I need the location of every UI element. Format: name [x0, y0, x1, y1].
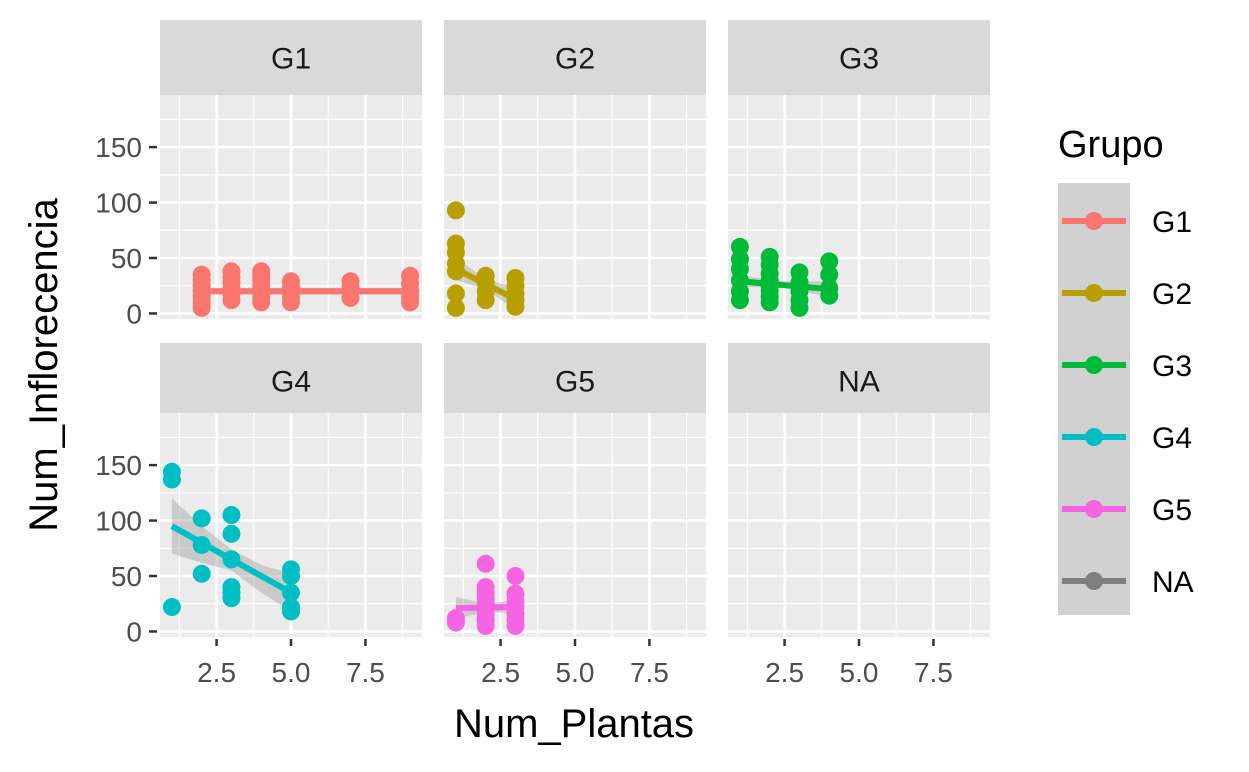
panel-na: NA	[728, 343, 990, 637]
x-tick-label: 5.0	[272, 657, 311, 688]
strip-label: G4	[271, 366, 311, 399]
strip-label: G3	[839, 43, 879, 76]
regression-line	[455, 604, 516, 612]
legend-label: G4	[1152, 422, 1192, 455]
legend-key-point	[1085, 500, 1103, 518]
legend-entry-na: NA	[1062, 566, 1194, 599]
legend-label: NA	[1152, 566, 1194, 599]
strip-background	[160, 343, 422, 418]
legend: Grupo G1 G2 G3 G4 G5 NA	[1058, 124, 1194, 615]
data-point	[282, 272, 300, 291]
data-point	[506, 268, 525, 287]
data-point	[476, 554, 495, 573]
legend-entries: G1 G2 G3 G4 G5 NA	[1062, 206, 1194, 599]
y-axis-title: Num_Inflorecencia	[22, 198, 66, 532]
panel-g4: G4	[160, 343, 422, 637]
data-point	[730, 237, 749, 256]
legend-key-point	[1085, 284, 1103, 302]
x-tick-label: 2.5	[197, 657, 236, 688]
panel-g2: G2	[444, 20, 706, 319]
legend-entry-g1: G1	[1062, 206, 1192, 239]
strip-background	[444, 20, 706, 95]
data-point	[192, 564, 211, 583]
data-point	[446, 284, 465, 303]
x-axis-title: Num_Plantas	[454, 702, 694, 746]
regression-line	[170, 523, 293, 596]
legend-label: G3	[1152, 350, 1192, 383]
strip-background	[728, 20, 990, 95]
legend-key-background	[1058, 183, 1130, 615]
data-point	[446, 201, 465, 220]
x-tick-label: 2.5	[765, 657, 804, 688]
legend-key-point	[1085, 428, 1103, 446]
data-point	[341, 272, 360, 291]
y-tick-label: 50	[111, 561, 142, 592]
data-point	[222, 578, 241, 597]
legend-label: G1	[1152, 206, 1192, 239]
strip-background	[728, 343, 990, 418]
x-tick-label: 2.5	[481, 657, 520, 688]
y-tick-label: 100	[95, 188, 142, 219]
legend-label: G5	[1152, 494, 1192, 527]
legend-key-point	[1085, 212, 1103, 230]
x-tick-label: 7.5	[630, 657, 669, 688]
data-point	[222, 524, 241, 543]
y-tick-label: 0	[126, 616, 142, 647]
data-point	[506, 584, 525, 603]
legend-entry-g3: G3	[1062, 350, 1192, 383]
y-tick-label: 50	[111, 243, 142, 274]
data-point	[820, 252, 839, 271]
y-tick-label: 150	[95, 132, 142, 163]
data-point	[790, 263, 809, 282]
x-tick-label: 7.5	[914, 657, 953, 688]
regression-line	[739, 278, 830, 293]
x-tick-label: 7.5	[346, 657, 385, 688]
data-point	[476, 578, 495, 597]
data-point	[192, 509, 211, 528]
panel-g1: G1	[160, 20, 422, 319]
data-point	[506, 567, 525, 586]
legend-key-point	[1085, 356, 1103, 374]
legend-entry-g2: G2	[1062, 278, 1192, 311]
data-point	[222, 506, 241, 525]
data-point	[162, 598, 181, 617]
data-point	[401, 266, 420, 285]
y-tick-label: 100	[95, 506, 142, 537]
panels-layer: G1 G2 G3 G4 G5 NA	[160, 20, 990, 637]
data-point	[446, 234, 465, 253]
x-tick-label: 5.0	[840, 657, 879, 688]
strip-background	[444, 343, 706, 418]
strip-label: G5	[555, 366, 595, 399]
data-point	[222, 262, 241, 281]
legend-key-point	[1085, 572, 1103, 590]
data-point	[192, 265, 211, 284]
data-point	[820, 265, 839, 284]
panel-g3: G3	[728, 20, 990, 319]
data-point	[446, 609, 465, 628]
x-tick-label: 5.0	[556, 657, 595, 688]
legend-title: Grupo	[1058, 124, 1164, 166]
data-point	[760, 247, 779, 266]
data-point	[252, 262, 271, 281]
strip-label: G1	[271, 43, 311, 76]
strip-label: NA	[838, 366, 880, 399]
data-point	[282, 560, 300, 579]
panel-g5: G5	[444, 343, 706, 637]
legend-label: G2	[1152, 278, 1192, 311]
data-point	[282, 598, 300, 617]
y-tick-label: 150	[95, 450, 142, 481]
axes-layer: 0 50 100 150 0 50 100 150 2.5 5.0 7.5 2.5 5.0 7.5 2.5 5…	[95, 132, 953, 688]
y-tick-label: 0	[126, 298, 142, 329]
legend-entry-g5: G5	[1062, 494, 1192, 527]
data-point	[162, 462, 181, 481]
legend-entry-g4: G4	[1062, 422, 1192, 455]
strip-label: G2	[555, 43, 595, 76]
regression-line	[454, 266, 517, 302]
data-point	[446, 298, 465, 317]
strip-background	[160, 20, 422, 95]
